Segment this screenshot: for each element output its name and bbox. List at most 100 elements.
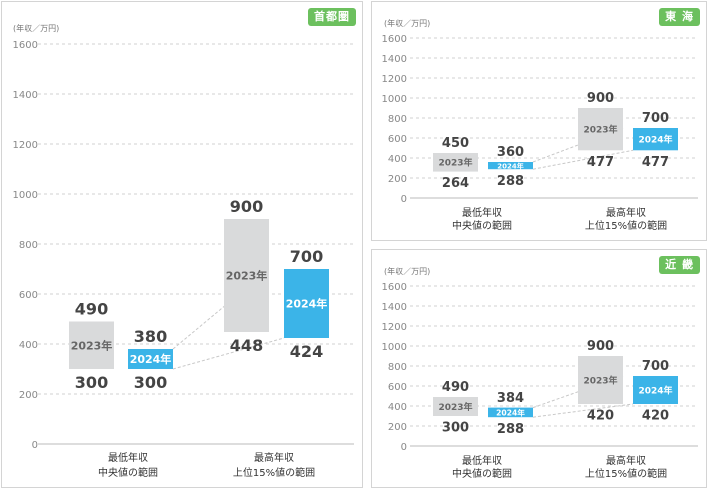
bar-year-label: 2023年 (226, 269, 268, 283)
y-tick-label: 1600 (13, 40, 38, 51)
value-label-low: 264 (442, 176, 469, 191)
value-label-high: 700 (290, 247, 323, 266)
bar-year-label: 2023年 (438, 157, 472, 169)
bar-year-label: 2024年 (638, 384, 672, 396)
chart-panel-shutoken: 首都圏 (年収／万円) 0 200 400 600 800 1000 1200 1400 160… (1, 1, 363, 488)
connector-line (172, 268, 270, 350)
category-label: 最低年収 (462, 454, 502, 467)
bar-2024 (633, 376, 678, 404)
bar-year-label: 2024年 (130, 352, 172, 366)
value-label-high: 900 (230, 197, 263, 216)
connector-line (172, 337, 285, 370)
value-label-high: 450 (442, 136, 469, 151)
region-badge: 近 畿 (659, 256, 700, 274)
category-label: 中央値の範囲 (452, 219, 512, 232)
value-label-high: 700 (642, 359, 669, 374)
category-label: 上位15%値の範囲 (233, 466, 315, 479)
bar-2023 (433, 397, 478, 416)
chart-panel-tokai: 東 海 (年収／万円) 0 200 400 600 800 1000 1200 1400 160… (371, 1, 707, 241)
y-tick-label: 600 (388, 134, 407, 145)
y-tick-label: 1600 (382, 282, 407, 293)
category-label: 上位15%値の範囲 (585, 219, 667, 232)
region-badge: 東 海 (659, 8, 700, 26)
chart-svg: 0 200 400 600 800 1000 1200 1400 1600 2023年 490 300… (13, 40, 354, 479)
value-label-low: 288 (497, 174, 524, 189)
y-tick-label: 800 (19, 240, 38, 251)
bar-2024 (128, 349, 173, 369)
bar-2023 (433, 153, 478, 172)
bar-2023 (69, 321, 114, 369)
category-label: 最高年収 (254, 451, 294, 464)
bar-2024 (284, 269, 329, 338)
y-tick-label: 1200 (13, 140, 38, 151)
y-tick-label: 400 (388, 154, 407, 165)
category-label: 中央値の範囲 (452, 467, 512, 480)
bar-2023 (578, 108, 623, 151)
bar-year-label: 2024年 (496, 407, 525, 417)
bar-year-label: 2024年 (638, 134, 672, 146)
value-label-high: 900 (587, 91, 614, 106)
y-tick-label: 800 (388, 362, 407, 373)
bar-year-label: 2024年 (497, 161, 523, 170)
bar-2024 (488, 162, 533, 170)
y-tick-label: 0 (401, 194, 407, 205)
chart-svg: 0 200 400 600 800 1000 1200 1400 1600 2023年 490 300… (382, 282, 698, 480)
value-label-low: 288 (497, 422, 524, 437)
category-label: 最低年収 (462, 206, 502, 219)
y-tick-label: 1200 (382, 74, 407, 85)
y-tick-label: 600 (19, 290, 38, 301)
y-tick-label: 200 (388, 174, 407, 185)
value-label-low: 448 (230, 336, 263, 355)
unit-label: (年収／万円) (384, 267, 431, 276)
value-label-low: 477 (587, 155, 614, 170)
value-label-low: 477 (642, 155, 669, 170)
connector-line (532, 149, 634, 170)
y-tick-label: 1200 (382, 322, 407, 333)
bar-year-label: 2023年 (438, 401, 472, 413)
value-label-high: 900 (587, 339, 614, 354)
bar-2023 (578, 356, 623, 404)
value-label-high: 700 (642, 111, 669, 126)
bar-2024 (488, 407, 533, 418)
value-label-high: 360 (497, 145, 524, 160)
region-badge: 首都圏 (308, 8, 356, 26)
y-tick-label: 0 (401, 442, 407, 453)
bar-2023 (224, 219, 269, 332)
y-tick-label: 400 (19, 340, 38, 351)
bar-year-label: 2024年 (286, 297, 328, 311)
connector-line (532, 403, 634, 418)
chart-panel-kinki: 近 畿 (年収／万円) 0 200 400 600 800 1000 1200 1400 160… (371, 249, 707, 488)
y-tick-label: 1000 (382, 94, 407, 105)
y-tick-label: 1000 (13, 190, 38, 201)
y-tick-label: 800 (388, 114, 407, 125)
value-label-low: 424 (290, 342, 323, 361)
value-label-low: 300 (75, 373, 108, 392)
value-label-high: 490 (75, 299, 108, 318)
value-label-high: 380 (134, 327, 167, 346)
category-label: 最低年収 (108, 451, 148, 464)
bar-year-label: 2023年 (583, 124, 617, 136)
bar-2024 (633, 128, 678, 151)
category-label: 最高年収 (606, 454, 646, 467)
bar-year-label: 2023年 (71, 338, 113, 352)
value-label-high: 384 (497, 391, 524, 406)
y-tick-label: 200 (19, 390, 38, 401)
y-tick-label: 400 (388, 402, 407, 413)
category-label: 中央値の範囲 (98, 466, 158, 479)
category-label: 上位15%値の範囲 (585, 467, 667, 480)
y-tick-label: 1400 (13, 90, 38, 101)
y-tick-label: 1600 (382, 34, 407, 45)
value-label-high: 490 (442, 380, 469, 395)
unit-label: (年収／万円) (384, 19, 431, 28)
category-label: 最高年収 (606, 206, 646, 219)
y-tick-label: 1400 (382, 302, 407, 313)
y-tick-label: 1000 (382, 342, 407, 353)
bar-year-label: 2023年 (583, 374, 617, 386)
value-label-low: 300 (442, 421, 469, 436)
y-tick-label: 1400 (382, 54, 407, 65)
value-label-low: 420 (587, 409, 614, 424)
value-label-low: 420 (642, 409, 669, 424)
y-tick-label: 200 (388, 422, 407, 433)
y-tick-label: 600 (388, 382, 407, 393)
y-tick-label: 0 (32, 440, 38, 451)
